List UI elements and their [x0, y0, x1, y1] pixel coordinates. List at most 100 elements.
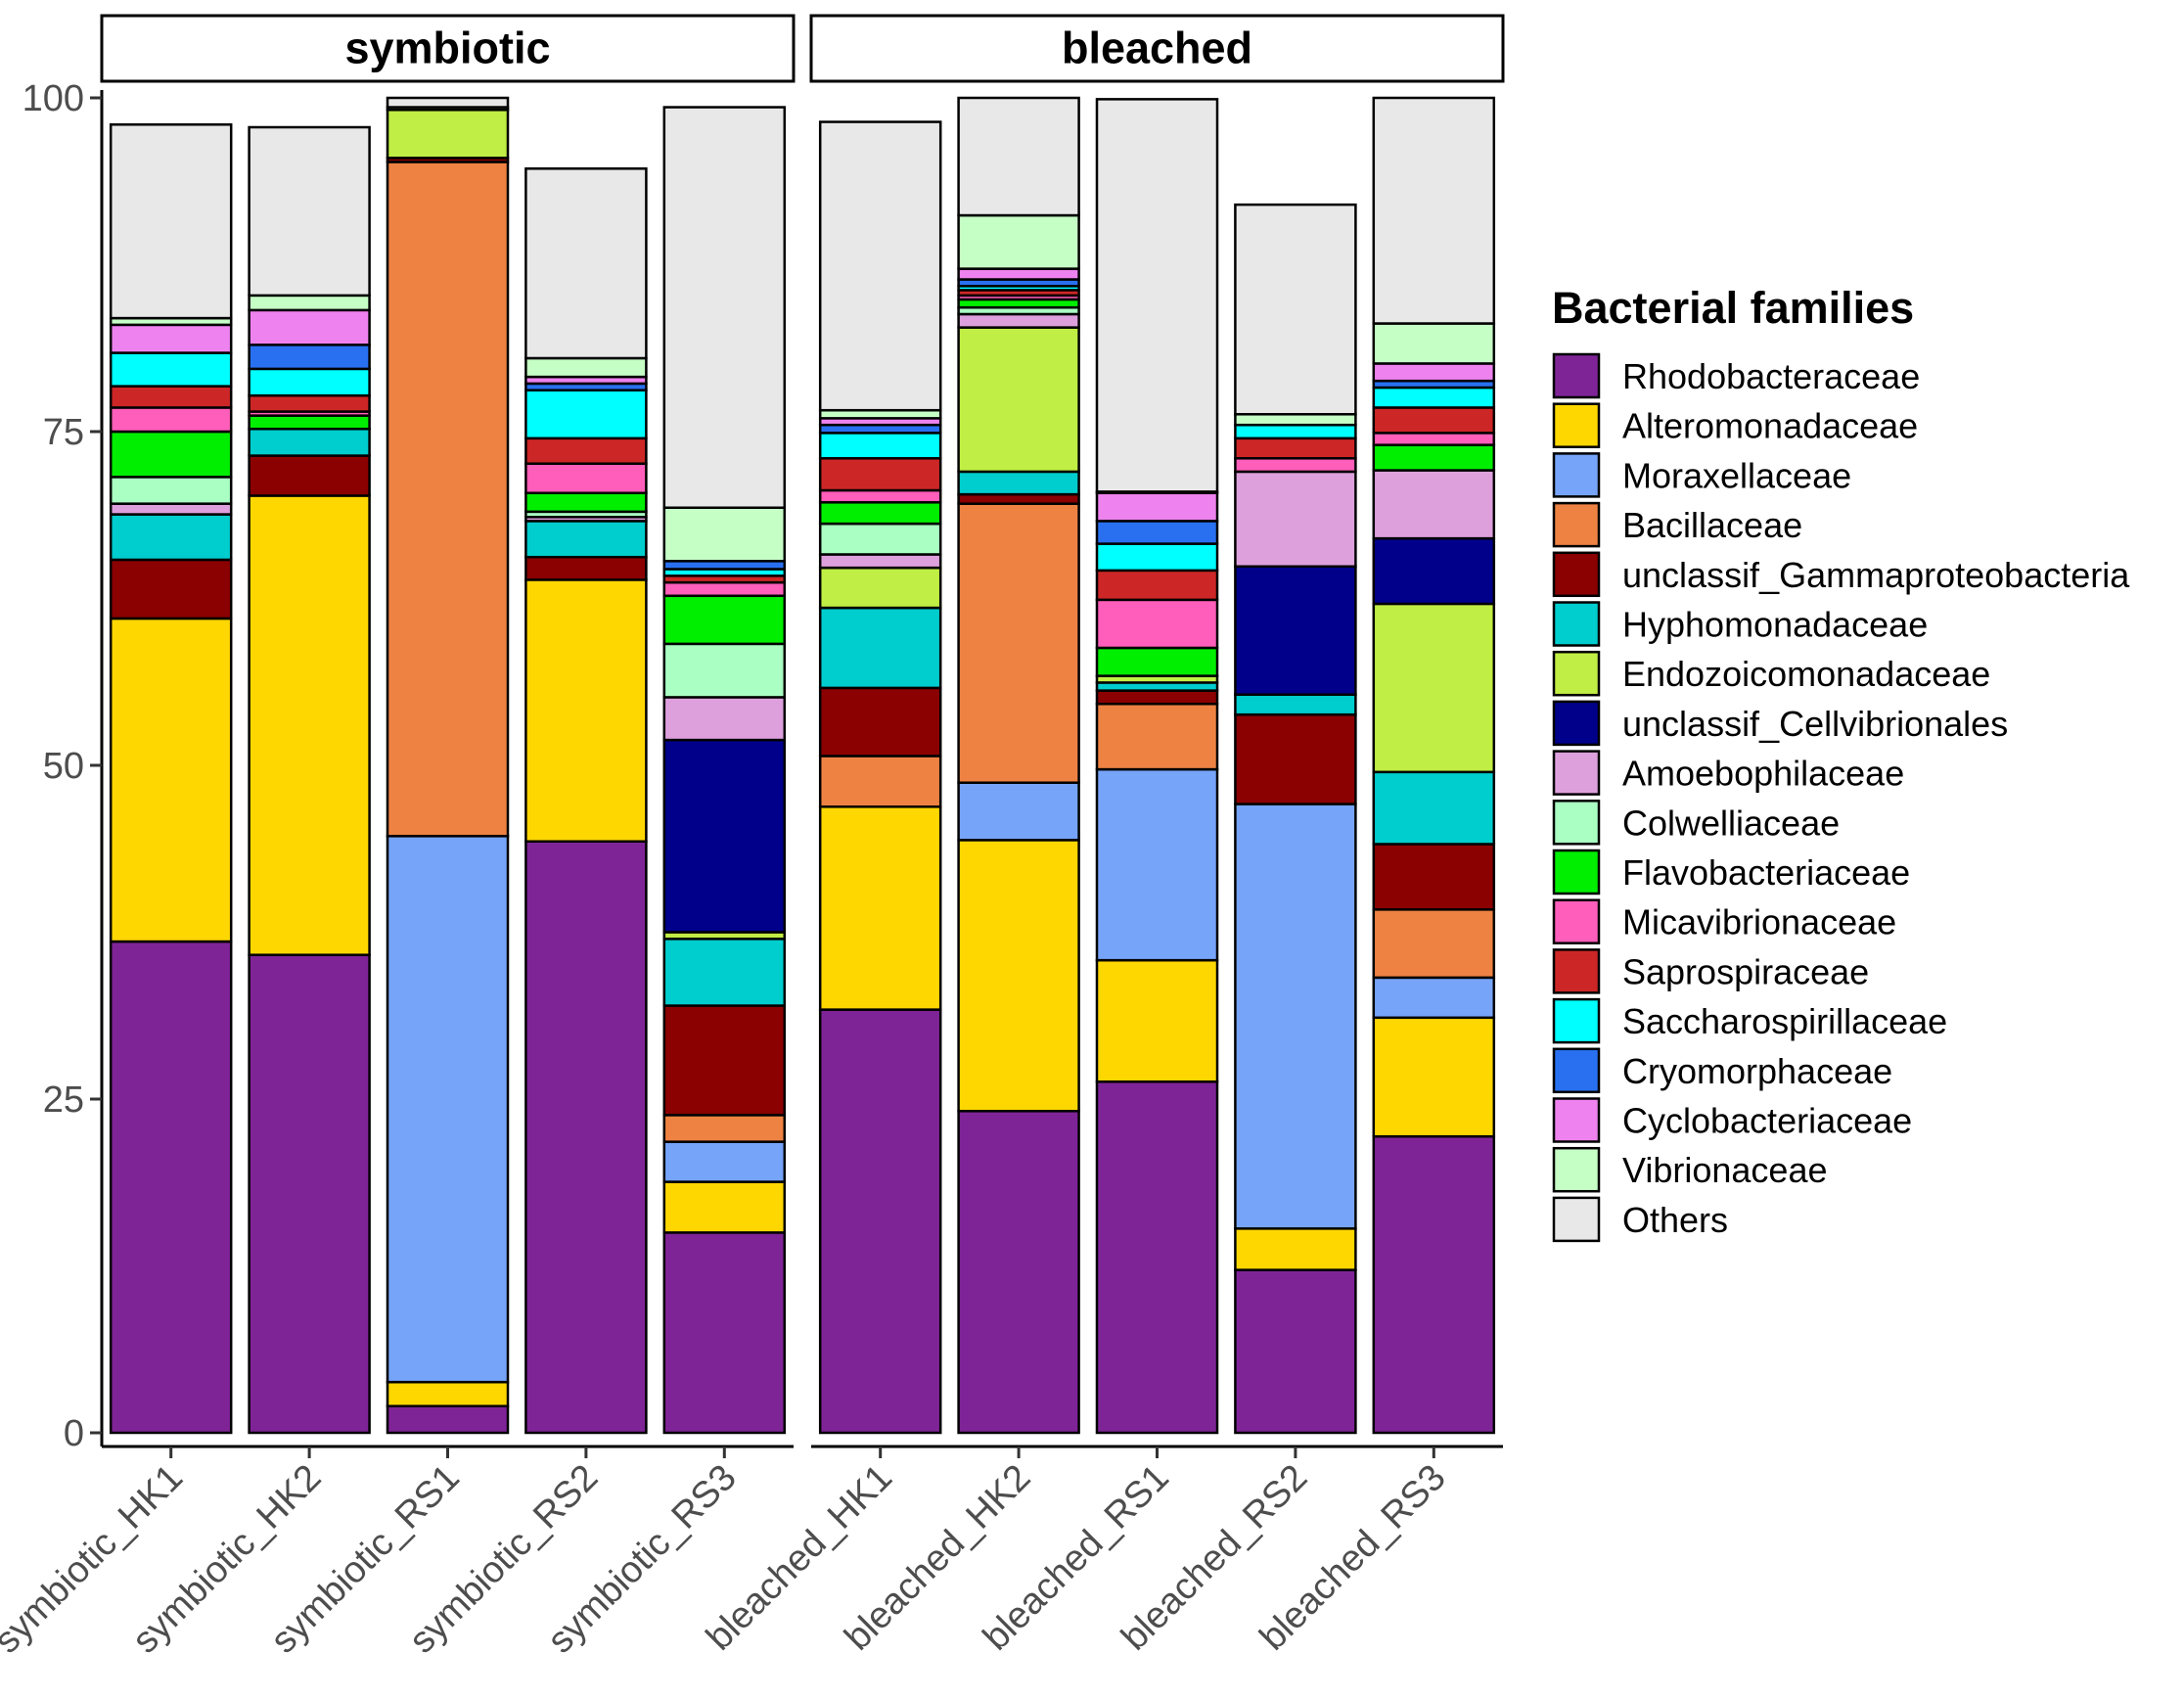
bar-segment-Vibrionaceae	[1234, 413, 1357, 427]
bar-segment-Saprospiraceae	[248, 393, 371, 413]
bar-segment-Alteromonadaceae	[662, 1180, 787, 1234]
bar-segment-Rhodobacteraceae	[662, 1231, 787, 1435]
legend-swatch	[1552, 997, 1601, 1044]
legend-label: Colwelliaceae	[1622, 803, 1840, 843]
bar-segment-Flavobacteriaceae	[524, 491, 648, 514]
bar-segment-Flavobacteriaceae	[662, 594, 787, 646]
bar-segment-Micavibrionaceae	[524, 462, 648, 494]
bar-segment-Cryomorphaceae	[1095, 520, 1219, 545]
bar-segment-Others	[1095, 98, 1219, 493]
bar-segment-Others	[1234, 203, 1357, 416]
legend-swatch	[1552, 1047, 1601, 1094]
facet-strip-bleached	[809, 14, 1505, 83]
legend-swatch	[1552, 601, 1601, 647]
legend-swatch	[1552, 501, 1601, 548]
bar-segment-Hyphomonadaceae	[524, 520, 648, 559]
bar-bleached_HK2	[957, 96, 1080, 1435]
legend-label: Endozoicomonadaceae	[1622, 654, 1990, 694]
bar-segment-Micavibrionaceae	[662, 580, 787, 598]
bar-segment-Cyclobacteriaceae	[248, 308, 371, 346]
legend-item: Saprospiraceae	[1552, 948, 1869, 994]
legend-swatch	[1552, 800, 1601, 846]
legend-label: Rhodobacteraceae	[1622, 356, 1920, 396]
bar-symbiotic_RS2	[524, 167, 648, 1435]
bar-segment-Alteromonadaceae	[957, 839, 1080, 1113]
bar-segment-Colwelliaceae	[109, 476, 233, 505]
bar-segment-Colwelliaceae	[662, 642, 787, 699]
bar-segment-Saprospiraceae	[109, 385, 233, 409]
bar-segment-Vibrionaceae	[248, 294, 371, 312]
bar-segment-Rhodobacteraceae	[1095, 1080, 1219, 1435]
bar-segment-Micavibrionaceae	[1234, 457, 1357, 474]
legend-label: unclassif_Cellvibrionales	[1622, 704, 2008, 744]
bar-segment-Alteromonadaceae	[818, 805, 942, 1011]
legend-label: Bacillaceae	[1622, 505, 1802, 545]
bar-bleached_RS3	[1372, 96, 1496, 1435]
legend-swatch	[1552, 948, 1601, 994]
legend-item: Cryomorphaceae	[1552, 1047, 1892, 1094]
legend-item: Cyclobacteriaceae	[1552, 1097, 1912, 1143]
bar-segment-Amoebophilaceae	[818, 553, 942, 570]
bar-segment-Micavibrionaceae	[818, 488, 942, 504]
bar-segment-Cryomorphaceae	[248, 344, 371, 371]
legend-item: Saccharospirillaceae	[1552, 997, 1947, 1044]
bar-segment-Saprospiraceae	[1095, 569, 1219, 602]
legend-item: unclassif_Gammaproteobacteria	[1552, 551, 2130, 598]
bar-segment-Rhodobacteraceae	[386, 1404, 510, 1435]
y-axis: 0 25 50 75 100	[23, 78, 104, 1454]
legend-swatch	[1552, 750, 1601, 796]
legend-title: Bacterial families	[1552, 283, 1914, 333]
bar-segment-Alteromonadaceae	[524, 578, 648, 843]
bar-segment-Rhodobacteraceae	[818, 1008, 942, 1435]
bar-segment-Hyphomonadaceae	[957, 470, 1080, 496]
bar-segment-Micavibrionaceae	[1095, 598, 1219, 650]
bar-segment-Others	[109, 123, 233, 320]
bar-segment-Alteromonadaceae	[386, 1380, 510, 1407]
legend-swatch	[1552, 402, 1601, 448]
legend-swatch	[1552, 352, 1601, 399]
bar-segment-unclassif_Cellvibrionales	[1234, 565, 1357, 696]
bar-segment-Saccharospirillaceae	[248, 367, 371, 397]
legend-item: Micavibrionaceae	[1552, 898, 1896, 944]
bar-segment-unclassif_Gammaproteobacteria	[818, 686, 942, 758]
bar-segment-unclassif_Gammaproteobacteria	[1095, 689, 1219, 706]
bar-segment-Bacillaceae	[1095, 703, 1219, 771]
bar-bleached_RS2	[1234, 203, 1357, 1435]
bar-segment-Vibrionaceae	[662, 506, 787, 563]
legend-item: Flavobacteriaceae	[1552, 849, 1910, 895]
bar-segment-Vibrionaceae	[524, 356, 648, 379]
bar-segment-Rhodobacteraceae	[957, 1110, 1080, 1435]
bar-segment-Bacillaceae	[818, 755, 942, 808]
bar-segment-Bacillaceae	[1372, 908, 1496, 980]
bar-segment-Hyphomonadaceae	[662, 938, 787, 1007]
bar-segment-Micavibrionaceae	[1372, 432, 1496, 446]
legend-item: Bacillaceae	[1552, 501, 1802, 548]
legend-label: Saprospiraceae	[1622, 951, 1869, 991]
bar-segment-Others	[957, 96, 1080, 217]
bar-segment-Hyphomonadaceae	[818, 606, 942, 690]
bar-segment-Bacillaceae	[662, 1114, 787, 1143]
bar-segment-Flavobacteriaceae	[109, 430, 233, 479]
bar-segment-Bacillaceae	[386, 161, 510, 838]
legend-swatch	[1552, 898, 1601, 944]
bar-segment-Cyclobacteriaceae	[1372, 362, 1496, 383]
bar-segment-Amoebophilaceae	[1372, 469, 1496, 540]
bar-segment-Hyphomonadaceae	[1234, 693, 1357, 716]
legend-label: Hyphomonadaceae	[1622, 605, 1928, 645]
bar-segment-Saprospiraceae	[524, 436, 648, 465]
bar-segment-Hyphomonadaceae	[1372, 770, 1496, 846]
bar-segment-unclassif_Gammaproteobacteria	[1372, 843, 1496, 911]
bar-segment-Endozoicomonadaceae	[957, 326, 1080, 474]
bar-segment-Others	[1372, 96, 1496, 325]
y-tick-label: 25	[43, 1079, 84, 1121]
bar-segment-Colwelliaceae	[818, 522, 942, 556]
bar-segment-Alteromonadaceae	[248, 494, 371, 956]
legend-label: Amoebophilaceae	[1622, 754, 1904, 794]
bar-symbiotic_HK2	[248, 125, 371, 1435]
legend-item: unclassif_Cellvibrionales	[1552, 700, 2008, 747]
facet-strip-symbiotic	[100, 14, 796, 83]
bar-segment-Saccharospirillaceae	[818, 432, 942, 460]
legend-item: Moraxellaceae	[1552, 452, 1851, 498]
legend-label: Cyclobacteriaceae	[1622, 1101, 1912, 1141]
